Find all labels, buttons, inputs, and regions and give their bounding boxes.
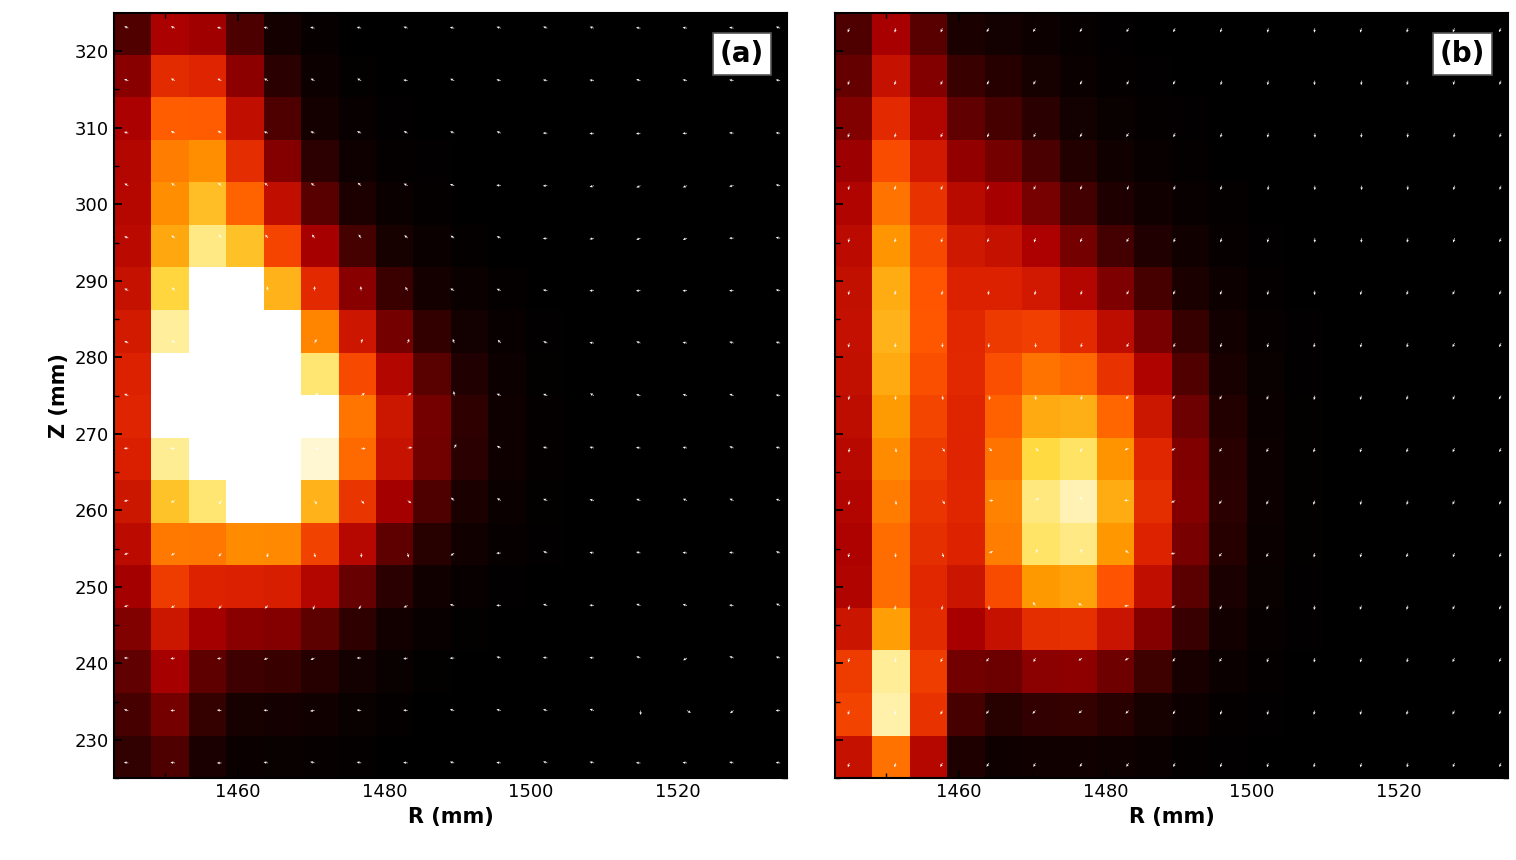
- Text: (b): (b): [1440, 40, 1484, 68]
- Text: (a): (a): [720, 40, 764, 68]
- X-axis label: R (mm): R (mm): [408, 807, 494, 826]
- Y-axis label: Z (mm): Z (mm): [49, 353, 70, 438]
- X-axis label: R (mm): R (mm): [1128, 807, 1214, 826]
